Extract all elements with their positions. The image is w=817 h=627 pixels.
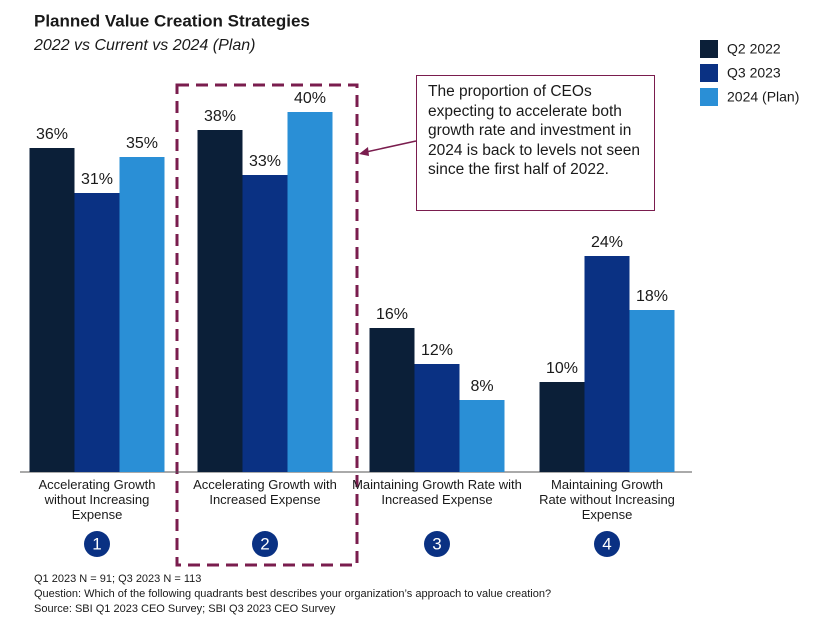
bar xyxy=(414,364,460,472)
note: Q1 2023 N = 91; Q3 2023 N = 113 xyxy=(34,573,201,585)
bar xyxy=(197,130,243,472)
bar xyxy=(119,157,165,472)
value-label: 38% xyxy=(204,108,236,125)
bar xyxy=(459,400,505,472)
legend-label: Q3 2023 xyxy=(727,65,781,81)
legend-swatch xyxy=(700,40,718,58)
bar xyxy=(287,112,333,472)
bar xyxy=(539,382,585,472)
highlight-box xyxy=(175,83,359,567)
value-label: 12% xyxy=(421,342,453,359)
value-label: 40% xyxy=(294,90,326,107)
bar xyxy=(29,148,75,472)
bar xyxy=(369,328,415,472)
value-label: 18% xyxy=(636,288,668,305)
legend-label: 2024 (Plan) xyxy=(727,89,799,105)
category-label: Accelerating Growth with Increased Expen… xyxy=(193,477,337,507)
value-label: 16% xyxy=(376,306,408,323)
category-label: Maintaining Growth Rate without Increasi… xyxy=(539,477,675,522)
chart-subtitle: 2022 vs Current vs 2024 (Plan) xyxy=(33,37,255,54)
value-label: 10% xyxy=(546,360,578,377)
annotation: The proportion of CEOs expecting to acce… xyxy=(416,75,655,211)
category-label: Accelerating Growth without Increasing E… xyxy=(38,477,156,522)
value-label: 33% xyxy=(249,153,281,170)
legend-swatch xyxy=(700,88,718,106)
value-label: 35% xyxy=(126,135,158,152)
category-number: 3 xyxy=(432,534,441,553)
category-number-badge xyxy=(594,531,620,557)
value-label: 36% xyxy=(36,126,68,143)
note: Source: SBI Q1 2023 CEO Survey; SBI Q3 2… xyxy=(34,603,336,615)
category-number-badge xyxy=(424,531,450,557)
arrow xyxy=(365,140,417,153)
chart-title: Planned Value Creation Strategies xyxy=(34,11,310,30)
bar xyxy=(584,256,630,472)
legend-label: Q2 2022 xyxy=(727,41,781,57)
bar xyxy=(629,310,675,472)
bar xyxy=(74,193,120,472)
arrow-head xyxy=(359,147,369,156)
category-number: 4 xyxy=(602,534,611,553)
category-number: 1 xyxy=(92,534,101,553)
category-label: Maintaining Growth Rate with Increased E… xyxy=(352,477,522,507)
note: Question: Which of the following quadran… xyxy=(34,588,551,600)
value-label: 24% xyxy=(591,234,623,251)
legend-swatch xyxy=(700,64,718,82)
value-label: 31% xyxy=(81,171,113,188)
category-number: 2 xyxy=(260,534,269,553)
value-label: 8% xyxy=(470,378,493,395)
category-number-badge xyxy=(84,531,110,557)
bar xyxy=(242,175,288,472)
category-number-badge xyxy=(252,531,278,557)
